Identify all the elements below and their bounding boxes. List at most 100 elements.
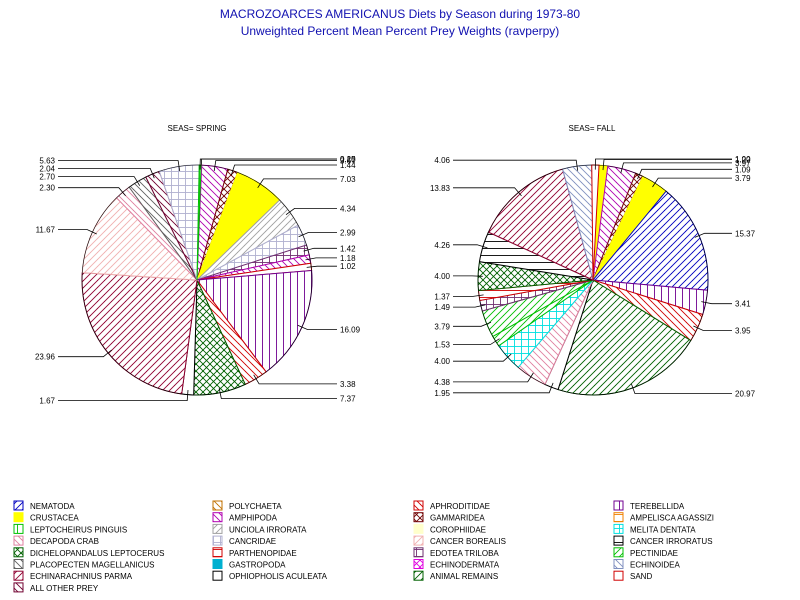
legend-swatch — [613, 500, 624, 511]
slice-value-label: 7.03 — [340, 175, 356, 184]
legend-swatch — [212, 547, 223, 558]
legend-label: ECHINOIDEA — [630, 561, 680, 570]
slice-leader-line — [298, 232, 337, 238]
legend-swatch — [13, 535, 24, 546]
slice-value-label: 16.09 — [340, 326, 361, 335]
slice-value-label: 1.02 — [340, 262, 356, 271]
slice-leader-line — [285, 207, 337, 216]
slice-leader-line — [594, 158, 732, 170]
slice-value-label: 4.26 — [434, 241, 450, 250]
slice-value-label: 23.96 — [35, 353, 56, 362]
legend-swatch — [212, 523, 223, 534]
legend-label: DICHELOPANDALUS LEPTOCERUS — [30, 549, 164, 558]
slice-leader-line — [453, 244, 488, 249]
slice-leader-line — [213, 160, 337, 171]
slice-leader-line — [303, 247, 337, 252]
slice-leader-line — [652, 177, 732, 188]
slice-leader-line — [58, 160, 181, 172]
legend-swatch — [413, 512, 424, 523]
pie-chart-fall: 1.223.971.093.7915.373.413.9520.971.954.… — [430, 155, 756, 399]
slice-value-label: 3.97 — [735, 159, 751, 168]
slice-value-label: 20.97 — [735, 390, 756, 399]
legend-swatch — [13, 559, 24, 569]
slice-leader-line — [230, 164, 337, 176]
slice-value-label: 7.37 — [340, 395, 356, 404]
pie-outline — [81, 164, 313, 396]
legend-label: CANCER IRRORATUS — [630, 537, 713, 546]
slice-leader-line — [693, 325, 732, 331]
slice-leader-line — [694, 232, 732, 238]
slice-leader-line — [58, 229, 97, 235]
legend-swatch — [413, 559, 424, 569]
legend-swatch — [212, 512, 223, 523]
slice-value-label: 3.67 — [340, 157, 356, 166]
slice-value-label: 0.10 — [340, 155, 356, 164]
slice-value-label: 11.67 — [36, 226, 56, 235]
legend-label: CANCRIDAE — [229, 537, 276, 546]
slice-leader-line — [453, 338, 500, 345]
legend-swatch — [613, 523, 624, 534]
legend-label: TEREBELLIDA — [630, 502, 685, 511]
slice-value-label: 4.34 — [340, 204, 356, 213]
slice-value-label: 1.37 — [434, 292, 450, 301]
legend-label: APHRODITIDAE — [430, 502, 490, 511]
legend-label: GAMMARIDEA — [430, 514, 485, 523]
legend-label: AMPHIPODA — [229, 514, 278, 523]
legend-label: CRUSTACEA — [30, 514, 79, 523]
slice-leader-line — [620, 162, 732, 174]
legend-swatch — [413, 570, 424, 581]
legend: NEMATODA POLYCHAETA APHRODITIDAE TEREBELLID… — [13, 500, 714, 593]
legend-label: OPHIOPHOLIS ACULEATA — [229, 572, 328, 581]
legend-swatch — [13, 547, 24, 558]
legend-swatch — [13, 500, 24, 511]
legend-swatch — [212, 500, 223, 511]
legend-label: GASTROPODA — [229, 561, 286, 570]
legend-swatch — [613, 535, 624, 546]
slice-leader-line — [637, 168, 732, 180]
slice-leader-line — [58, 187, 126, 197]
slice-value-label: 4.00 — [434, 357, 450, 366]
slice-value-label: 2.99 — [340, 229, 356, 238]
slice-leader-line — [453, 187, 522, 197]
slice-leader-line — [453, 321, 492, 327]
legend-swatch — [613, 570, 624, 581]
slice-leader-line — [58, 167, 155, 179]
legend-label: ANIMAL REMAINS — [430, 572, 498, 581]
slice-value-label: 1.00 — [735, 155, 751, 164]
slice-value-label: 1.22 — [735, 156, 751, 165]
slice-leader-line — [453, 159, 579, 171]
legend-label: CANCER BOREALIS — [430, 537, 506, 546]
legend-swatch — [613, 512, 624, 523]
slice-leader-line — [257, 178, 337, 189]
chart-title: MACROZOARCES AMERICANUS Diets by Season … — [220, 7, 580, 21]
panel-label-fall: SEAS= FALL — [569, 124, 616, 133]
slice-leader-line — [630, 383, 732, 394]
slice-leader-line — [453, 353, 512, 362]
legend-swatch — [613, 547, 624, 558]
legend-swatch — [413, 547, 424, 558]
slice-leader-line — [602, 159, 732, 171]
legend-label: LEPTOCHEIRUS PINGUIS — [30, 525, 127, 534]
slice-value-label: 1.67 — [39, 397, 55, 406]
slice-value-label: 2.30 — [39, 184, 55, 193]
slice-leader-line — [253, 374, 337, 385]
pie-slice — [81, 272, 198, 395]
slice-leader-line — [297, 324, 337, 330]
legend-label: DECAPODA CRAB — [30, 537, 99, 546]
slice-leader-line — [453, 294, 484, 297]
legend-swatch — [212, 559, 223, 569]
legend-label: PLACOPECTEN MAGELLANICUS — [30, 561, 154, 570]
legend-swatch — [13, 570, 24, 581]
slice-leader-line — [58, 349, 112, 358]
legend-label: NEMATODA — [30, 502, 75, 511]
panel-label-spring: SEAS= SPRING — [168, 124, 227, 133]
legend-label: PARTHENOPIDAE — [229, 549, 297, 558]
slice-value-label: 3.41 — [735, 300, 751, 309]
legend-swatch — [13, 582, 24, 593]
slice-value-label: 4.00 — [434, 272, 450, 281]
pie-chart-spring: 0.103.671.44 7.03 4.34 2.99 1.421.181.02 16.0… — [35, 155, 361, 406]
slice-value-label: 3.79 — [434, 322, 450, 331]
slice-value-label: 15.37 — [735, 229, 756, 238]
slice-value-label: 13.83 — [430, 184, 451, 193]
slice-value-label: 1.95 — [434, 389, 450, 398]
